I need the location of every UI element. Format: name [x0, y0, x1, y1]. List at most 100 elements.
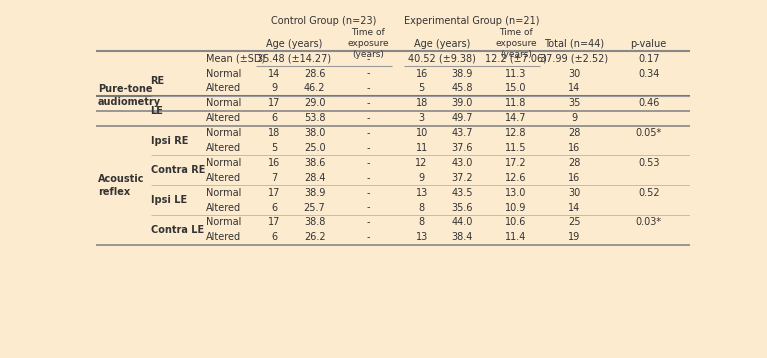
Text: 12.6: 12.6 [505, 173, 527, 183]
Text: 40.52 (±9.38): 40.52 (±9.38) [408, 54, 476, 64]
Text: 45.8: 45.8 [451, 83, 472, 93]
Text: 11: 11 [416, 143, 428, 153]
Text: 44.0: 44.0 [451, 217, 472, 227]
Text: Normal: Normal [206, 128, 241, 138]
Text: Altered: Altered [206, 203, 241, 213]
Text: -: - [367, 203, 370, 213]
Text: Normal: Normal [206, 98, 241, 108]
Text: Normal: Normal [206, 188, 241, 198]
Text: Altered: Altered [206, 232, 241, 242]
Text: 30: 30 [568, 69, 581, 78]
Text: 0.17: 0.17 [638, 54, 660, 64]
Text: 30: 30 [568, 188, 581, 198]
Text: 11.4: 11.4 [505, 232, 527, 242]
Text: 12.8: 12.8 [505, 128, 527, 138]
Text: Contra RE: Contra RE [150, 165, 205, 175]
Text: Experimental Group (n=21): Experimental Group (n=21) [404, 16, 540, 26]
Text: 12: 12 [416, 158, 428, 168]
Text: 28: 28 [568, 128, 581, 138]
Text: 37.6: 37.6 [451, 143, 472, 153]
Text: RE: RE [150, 76, 165, 86]
Text: 29.0: 29.0 [304, 98, 325, 108]
Text: 14: 14 [268, 69, 280, 78]
Text: Normal: Normal [206, 158, 241, 168]
Text: 38.9: 38.9 [451, 69, 472, 78]
Text: 10.6: 10.6 [505, 217, 527, 227]
Text: LE: LE [150, 106, 163, 116]
Text: 16: 16 [416, 69, 428, 78]
Text: 9: 9 [419, 173, 425, 183]
Text: 17: 17 [268, 188, 281, 198]
Text: 5: 5 [419, 83, 425, 93]
Text: 5: 5 [271, 143, 278, 153]
Text: -: - [367, 54, 370, 64]
Text: Time of
exposure
(years): Time of exposure (years) [495, 28, 537, 59]
Text: 28.4: 28.4 [304, 173, 325, 183]
Text: Altered: Altered [206, 143, 241, 153]
Text: 35.6: 35.6 [451, 203, 472, 213]
Text: 0.05*: 0.05* [636, 128, 662, 138]
Text: -: - [367, 83, 370, 93]
Text: 19: 19 [568, 232, 581, 242]
Text: 35.48 (±14.27): 35.48 (±14.27) [258, 54, 331, 64]
Text: Altered: Altered [206, 113, 241, 123]
Text: 13: 13 [416, 232, 428, 242]
Text: 43.5: 43.5 [451, 188, 472, 198]
Text: 38.0: 38.0 [304, 128, 325, 138]
Text: Normal: Normal [206, 217, 241, 227]
Text: Pure-tone
audiometry: Pure-tone audiometry [97, 84, 161, 107]
Text: 11.8: 11.8 [505, 98, 527, 108]
Text: 37.99 (±2.52): 37.99 (±2.52) [540, 54, 608, 64]
Text: 0.46: 0.46 [638, 98, 660, 108]
Text: 13.0: 13.0 [505, 188, 527, 198]
Text: Mean (±SD): Mean (±SD) [206, 54, 265, 64]
Text: 43.7: 43.7 [451, 128, 472, 138]
Text: Altered: Altered [206, 173, 241, 183]
Text: 25: 25 [568, 217, 581, 227]
Text: 10: 10 [416, 128, 428, 138]
Text: Time of
exposure
(years): Time of exposure (years) [347, 28, 389, 59]
Text: Ipsi RE: Ipsi RE [150, 136, 188, 146]
Text: 53.8: 53.8 [304, 113, 325, 123]
Text: 15.0: 15.0 [505, 83, 527, 93]
Text: Control Group (n=23): Control Group (n=23) [272, 16, 377, 26]
Text: 7: 7 [271, 173, 278, 183]
Text: 38.4: 38.4 [451, 232, 472, 242]
Text: Age (years): Age (years) [413, 39, 470, 49]
Text: 14: 14 [568, 83, 581, 93]
Text: 10.9: 10.9 [505, 203, 527, 213]
Text: 16: 16 [268, 158, 280, 168]
Text: Normal: Normal [206, 69, 241, 78]
Text: 38.8: 38.8 [304, 217, 325, 227]
Text: 8: 8 [419, 203, 425, 213]
Text: 17.2: 17.2 [505, 158, 527, 168]
Text: 8: 8 [419, 217, 425, 227]
Text: 37.2: 37.2 [451, 173, 472, 183]
Text: 14.7: 14.7 [505, 113, 527, 123]
Text: Acoustic
reflex: Acoustic reflex [97, 174, 144, 197]
Text: -: - [367, 98, 370, 108]
Text: 0.03*: 0.03* [636, 217, 662, 227]
Text: 11.3: 11.3 [505, 69, 527, 78]
Text: 43.0: 43.0 [451, 158, 472, 168]
Text: -: - [367, 69, 370, 78]
Text: -: - [367, 173, 370, 183]
Text: 3: 3 [419, 113, 425, 123]
Text: 39.0: 39.0 [451, 98, 472, 108]
Text: 46.2: 46.2 [304, 83, 325, 93]
Text: 16: 16 [568, 143, 581, 153]
Text: 0.52: 0.52 [638, 188, 660, 198]
Text: 49.7: 49.7 [451, 113, 472, 123]
Text: 0.34: 0.34 [638, 69, 660, 78]
Text: -: - [367, 217, 370, 227]
Text: 28.6: 28.6 [304, 69, 325, 78]
Text: Contra LE: Contra LE [150, 225, 204, 235]
Text: 26.2: 26.2 [304, 232, 325, 242]
Text: 17: 17 [268, 217, 281, 227]
Text: 14: 14 [568, 203, 581, 213]
Text: Altered: Altered [206, 83, 241, 93]
Text: -: - [367, 188, 370, 198]
Text: 9: 9 [571, 113, 578, 123]
Text: 38.6: 38.6 [304, 158, 325, 168]
Text: Age (years): Age (years) [266, 39, 323, 49]
